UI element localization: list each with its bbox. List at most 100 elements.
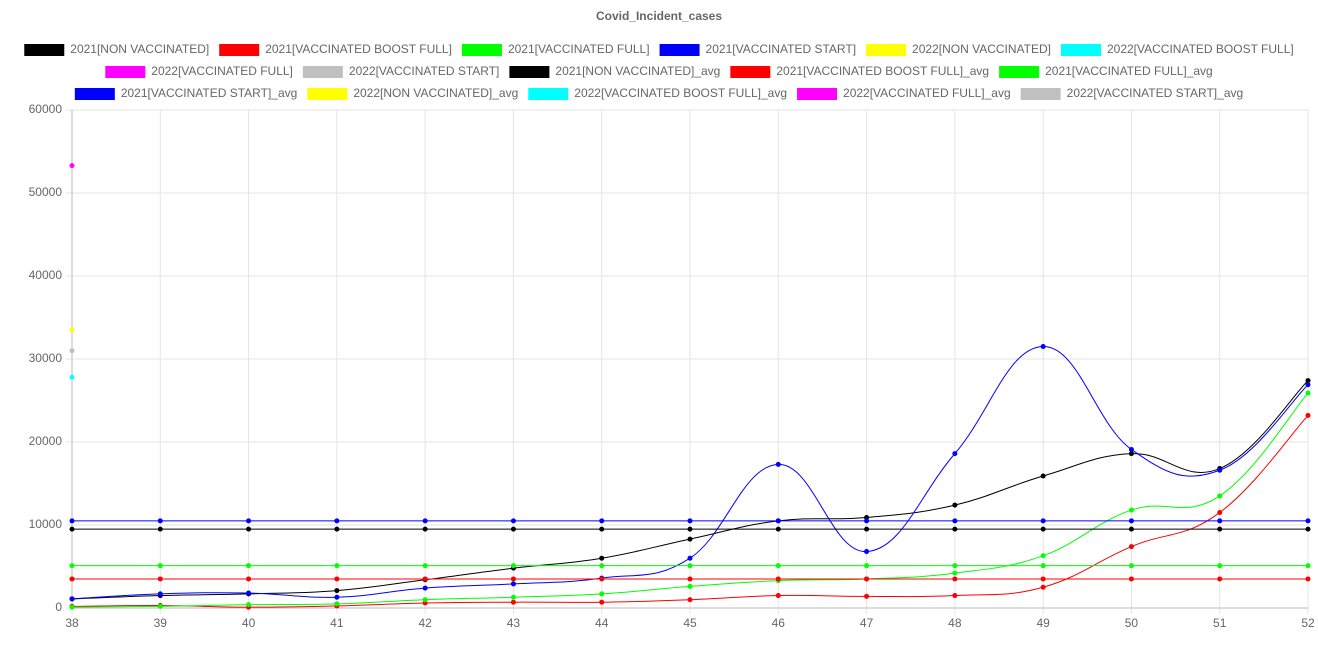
legend-label: 2021[VACCINATED BOOST FULL]_avg [776,64,989,78]
x-tick-label: 52 [1301,616,1315,630]
x-tick-label: 50 [1125,616,1139,630]
legend-swatch [105,66,146,78]
data-point [687,536,693,542]
data-point [246,602,252,608]
data-point [157,576,163,582]
data-point [246,576,252,582]
data-point [334,576,340,582]
legend-swatch [1060,44,1101,56]
data-point [599,555,605,561]
legend-item: 2022[VACCINATED BOOST FULL]_avg [528,86,787,100]
x-tick-label: 45 [683,616,697,630]
data-point [1217,526,1223,532]
data-point [952,451,958,457]
data-point [687,526,693,532]
legend-label: 2021[VACCINATED FULL]_avg [1045,64,1213,78]
data-point [1128,451,1134,457]
legend-swatch [461,44,502,56]
data-point [510,576,516,582]
series-line [71,415,1309,608]
data-point [599,563,605,569]
data-point [1040,576,1046,582]
series-line [71,392,1309,608]
data-point [69,374,75,380]
data-point [69,596,75,602]
data-point [69,526,75,532]
data-point [422,518,428,524]
data-point [1305,382,1311,388]
data-point [246,590,252,596]
data-point [246,563,252,569]
x-tick-label: 41 [330,616,344,630]
data-point [1217,493,1223,499]
data-point [775,526,781,532]
legend-label: 2022[NON VACCINATED] [912,42,1051,56]
data-point [334,588,340,594]
legend-item: 2021[VACCINATED BOOST FULL]_avg [730,64,989,78]
data-point [1217,510,1223,516]
data-point [1305,563,1311,569]
data-point [864,518,870,524]
legend-swatch [866,44,907,56]
legend-swatch [528,88,569,100]
data-point [952,526,958,532]
legend-label: 2021[VACCINATED START]_avg [121,86,298,100]
legend-swatch [1020,88,1061,100]
data-point [1128,526,1134,532]
data-point [1305,576,1311,582]
y-tick-label: 40000 [29,268,63,282]
data-point [510,563,516,569]
y-tick-label: 50000 [29,185,63,199]
chart-title: Covid_Incident_cases [596,9,722,23]
x-tick-label: 38 [65,616,79,630]
data-point [599,518,605,524]
data-point [334,526,340,532]
data-point [157,518,163,524]
data-point [864,549,870,555]
series-line [71,346,1309,600]
legend-swatch [509,66,550,78]
data-point [864,563,870,569]
legend-label: 2021[VACCINATED BOOST FULL] [265,42,452,56]
data-point [1040,518,1046,524]
legend-item: 2022[VACCINATED START]_avg [1020,86,1243,100]
legend-item: 2021[VACCINATED START] [659,42,856,56]
legend-item: 2021[NON VACCINATED]_avg [509,64,720,78]
legend-swatch [219,44,260,56]
data-point [69,163,75,169]
data-point [422,597,428,603]
data-point [1040,473,1046,479]
data-point [69,348,75,354]
data-point [1040,553,1046,559]
legend-swatch [302,66,343,78]
data-point [157,591,163,597]
x-tick-label: 51 [1213,616,1227,630]
legend-swatch [659,44,700,56]
data-point [69,563,75,569]
data-point [69,576,75,582]
data-point [1040,344,1046,350]
legend-swatch [999,66,1040,78]
data-point [69,604,75,610]
data-point [510,581,516,587]
data-point [1040,526,1046,532]
data-point [334,518,340,524]
data-point [864,526,870,532]
data-point [952,570,958,576]
legend-item: 2021[NON VACCINATED] [24,42,209,56]
data-point [422,576,428,582]
legend-label: 2021[NON VACCINATED]_avg [555,64,720,78]
data-point [510,599,516,605]
data-point [157,603,163,609]
legend-swatch [24,44,65,56]
legend-swatch [730,66,771,78]
legend-item: 2022[VACCINATED FULL] [105,64,293,78]
x-tick-label: 43 [507,616,521,630]
data-point [775,593,781,599]
data-point [1128,446,1134,452]
legend-item: 2022[NON VACCINATED] [866,42,1051,56]
data-point [952,518,958,524]
data-point [775,461,781,467]
data-point [952,576,958,582]
